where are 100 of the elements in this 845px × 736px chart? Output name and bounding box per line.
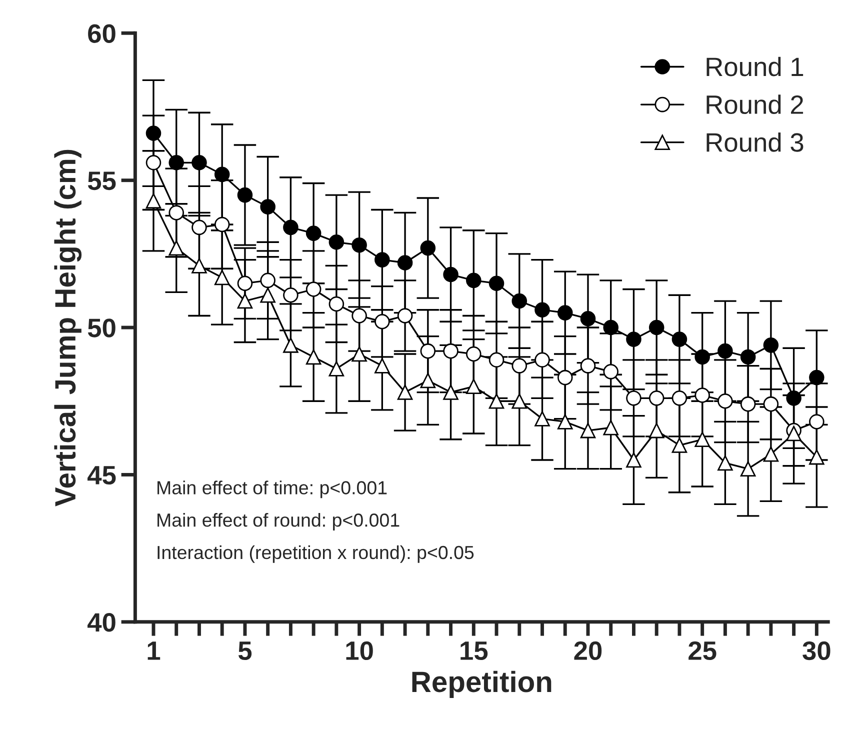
point	[443, 343, 458, 359]
point	[534, 352, 550, 368]
point	[740, 461, 756, 476]
point	[374, 358, 390, 374]
point	[237, 293, 253, 309]
point	[809, 414, 824, 430]
point	[168, 155, 184, 170]
point	[809, 370, 824, 386]
point	[214, 270, 230, 286]
point	[672, 390, 688, 406]
point	[488, 276, 504, 291]
point	[557, 414, 573, 430]
point	[648, 390, 664, 406]
point	[352, 237, 367, 253]
point	[352, 308, 367, 324]
point	[466, 272, 482, 288]
point	[512, 293, 528, 309]
point	[192, 258, 207, 274]
point	[809, 449, 824, 465]
point	[328, 234, 344, 250]
point	[328, 296, 344, 312]
point	[534, 302, 550, 318]
point	[260, 272, 276, 288]
point	[466, 378, 482, 394]
x-tick-label: 25	[688, 641, 716, 660]
point	[763, 396, 779, 412]
x-axis-title: Repetition	[412, 670, 552, 698]
point	[466, 346, 482, 362]
point	[328, 361, 344, 376]
annotation: Main effect of time: p<0.001	[158, 480, 387, 498]
point	[672, 438, 688, 453]
point	[237, 187, 253, 203]
point	[397, 384, 413, 400]
point	[626, 390, 642, 406]
point	[512, 358, 528, 374]
point	[192, 155, 207, 170]
point	[603, 420, 618, 436]
point	[557, 370, 573, 386]
point	[443, 384, 458, 400]
y-tick-label: 40	[88, 613, 116, 632]
point	[420, 343, 436, 359]
x-tick-label: 1	[148, 642, 160, 660]
point	[648, 320, 664, 336]
point	[603, 364, 618, 380]
point	[488, 352, 504, 368]
point	[763, 338, 779, 353]
point	[740, 349, 756, 365]
point	[260, 199, 276, 214]
point	[146, 126, 162, 141]
point	[214, 216, 230, 232]
point	[374, 252, 390, 268]
point	[694, 388, 710, 403]
point	[786, 426, 802, 442]
point	[397, 308, 413, 324]
point	[534, 411, 550, 426]
legend-label: Round 2	[706, 94, 804, 114]
point	[626, 332, 642, 347]
point	[718, 393, 733, 409]
point	[626, 452, 642, 468]
x-tick-label: 5	[238, 642, 252, 660]
point	[603, 320, 618, 336]
point	[672, 332, 688, 347]
point	[374, 314, 390, 330]
point	[580, 358, 596, 374]
point	[168, 240, 184, 256]
point	[283, 338, 298, 353]
point	[763, 446, 779, 462]
y-axis-title: Vertical Jump Height (cm)	[54, 150, 82, 506]
point	[648, 422, 664, 438]
point	[420, 240, 436, 256]
point	[786, 390, 802, 406]
point	[306, 282, 322, 297]
point	[168, 205, 184, 220]
point	[694, 432, 710, 448]
y-tick-label: 55	[88, 172, 116, 190]
y-tick-label: 60	[88, 24, 116, 43]
y-tick-label: 45	[88, 466, 116, 485]
point	[443, 266, 458, 282]
point	[146, 155, 162, 170]
point	[352, 346, 367, 362]
point	[740, 396, 756, 412]
point	[397, 255, 413, 270]
annotation: Main effect of round: p<0.001	[158, 512, 400, 530]
x-tick-label: 20	[574, 641, 602, 660]
annotation: Interaction (repetition x round): p<0.05	[158, 545, 474, 563]
point	[306, 226, 322, 241]
x-tick-label: 15	[460, 642, 488, 660]
point	[192, 220, 207, 236]
legend-label: Round 1	[706, 56, 804, 76]
point	[718, 343, 733, 359]
point	[306, 349, 322, 365]
legend-label: Round 3	[706, 132, 804, 152]
y-tick-label: 50	[88, 318, 116, 338]
point	[283, 220, 298, 236]
point	[214, 166, 230, 182]
x-tick-label: 10	[346, 641, 373, 660]
point	[283, 287, 298, 303]
point	[260, 287, 276, 303]
point	[580, 311, 596, 326]
point	[488, 393, 504, 409]
